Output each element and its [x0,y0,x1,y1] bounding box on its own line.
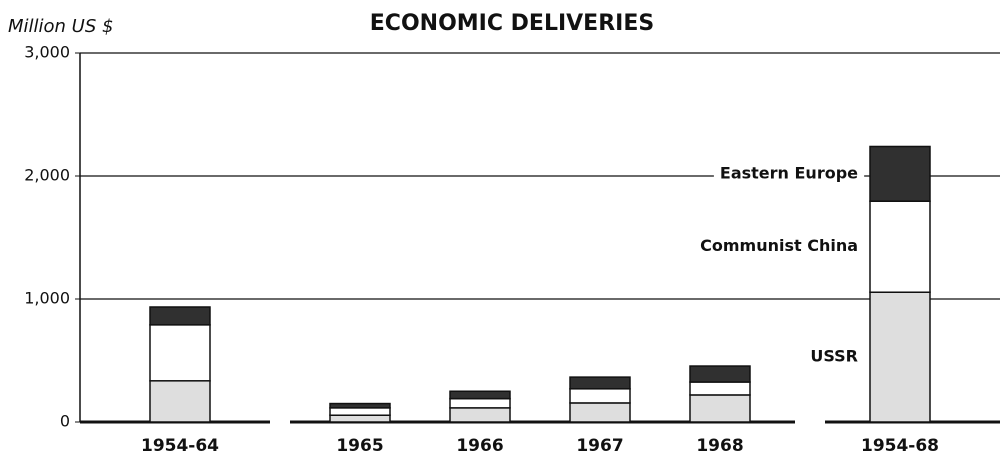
x-tick-label: 1968 [696,436,743,456]
legend-label: Eastern Europe [720,163,858,182]
bar-segment [869,200,931,293]
bar-segment [689,381,751,396]
bar-segment [149,306,211,326]
y-tick-label: 2,000 [24,166,70,185]
bar-segment [689,365,751,383]
bar-segment [869,291,931,423]
bar-segment [569,376,631,390]
bar-segment [449,390,511,400]
x-tick-label: 1954-64 [141,436,219,456]
chart-title: ECONOMIC DELIVERIES [370,11,654,36]
bar-segment [569,402,631,423]
bar-segment [329,407,391,416]
legend-label-bg [694,234,864,258]
bar-segment [149,324,211,382]
bar-segment [449,397,511,409]
bar-segment [329,402,391,409]
bar-segment [689,394,751,423]
legend-label: USSR [810,347,858,366]
bar-segment [329,414,391,423]
bar-segment [869,145,931,202]
x-tick-label: 1965 [336,436,383,456]
x-tick-label: 1966 [456,436,503,456]
x-tick-label: 1967 [576,436,623,456]
y-axis-label: Million US $ [8,16,113,37]
bar-segment [449,407,511,423]
y-tick-label: 1,000 [24,289,70,308]
x-tick-label: 1954-68 [861,436,939,456]
legend-label: Communist China [700,236,858,255]
legend-label-bg [713,161,865,185]
bar-segment [149,380,211,423]
y-tick-label: 3,000 [24,43,70,62]
bar-segment [569,388,631,404]
y-tick-label: 0 [60,412,70,431]
legend-label-bg [804,344,864,368]
